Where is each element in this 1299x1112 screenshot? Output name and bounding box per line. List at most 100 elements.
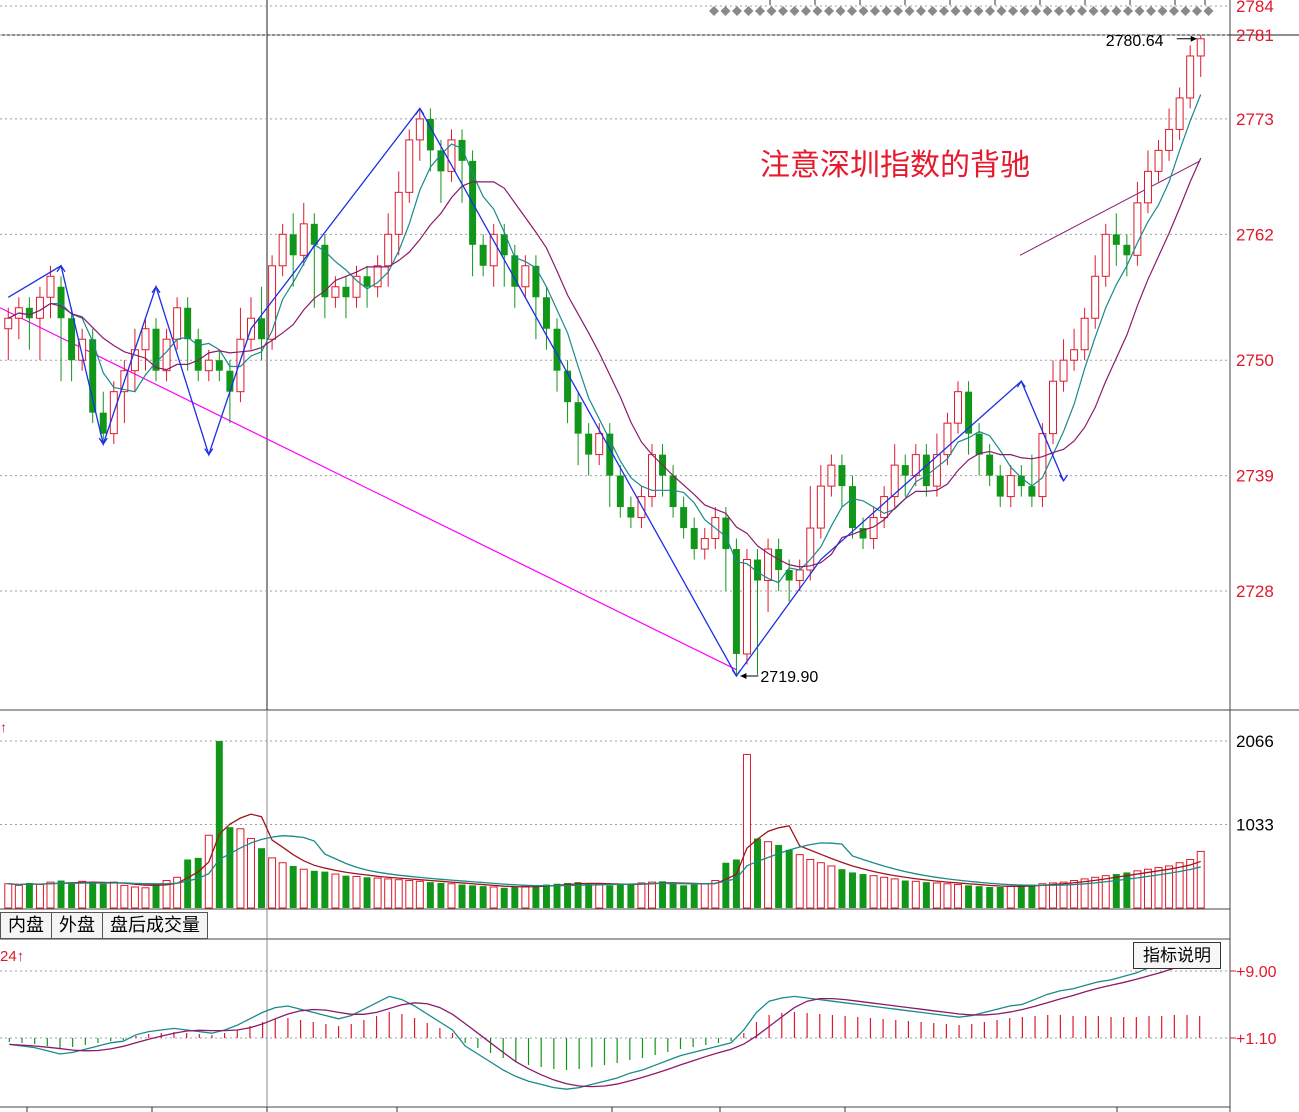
diamond-marker [1203, 6, 1214, 16]
candle-body-down [194, 339, 202, 371]
candle-body-up [352, 275, 361, 298]
candle-body-down [215, 360, 223, 371]
diamond-marker [904, 6, 915, 16]
stroke-zigzag-lines [7, 107, 1069, 678]
volume-tick-label: 2066 [1236, 732, 1274, 751]
volume-bar-up [943, 883, 952, 909]
right-price-axis: 2784 2781 2773 2762 2750 2739 2728 2780.64 2719.… [0, 0, 1277, 1048]
macd-tick-label: +1.10 [1236, 1031, 1277, 1048]
volume-bar-up [173, 876, 182, 909]
volume-bar-down [564, 882, 572, 908]
volume-bar-up [4, 883, 13, 909]
tab-outer-volume[interactable]: 外盘 [52, 912, 103, 939]
candle-body-down [99, 412, 107, 434]
pivot-arrow [415, 107, 425, 115]
volume-bar-up [816, 862, 825, 909]
volume-bar-up [405, 880, 414, 909]
candle-body-up [278, 233, 287, 267]
candle-body-up [1080, 317, 1089, 351]
volume-bar-up [268, 857, 277, 909]
diamond-marker [789, 6, 800, 16]
volume-bar-down [627, 883, 635, 908]
candle-body-down [184, 307, 192, 340]
volume-bar-down [99, 883, 107, 908]
macd-tick-label: +9.00 [1236, 964, 1277, 981]
candle-body-down [975, 433, 983, 455]
volume-ma-slow [8, 835, 1201, 887]
volume-bar-up [1143, 868, 1152, 909]
volume-bar-up [447, 883, 456, 909]
tab-inner-volume[interactable]: 内盘 [0, 912, 52, 939]
volume-bar-up [415, 880, 424, 909]
candle-body-up [268, 265, 277, 340]
candle-body-up [1175, 97, 1184, 130]
stroke-zigzag [7, 107, 1065, 678]
candle-body-up [1154, 149, 1163, 172]
volume-bar-up [1165, 865, 1174, 909]
volume-bar-down [500, 887, 508, 908]
volume-bar-down [975, 886, 983, 908]
candle-body-up [130, 349, 139, 372]
candle-body-up [1143, 170, 1152, 204]
volume-bar-down [838, 869, 846, 908]
chart-annotation: 注意深圳指数的背驰 [760, 148, 1030, 183]
volume-bar-down [511, 886, 519, 908]
candle-body-up [1196, 38, 1205, 57]
volume-bar-up [1133, 870, 1142, 909]
volume-bar-down [1028, 884, 1036, 908]
volume-bar-up [1049, 882, 1057, 909]
volume-bar-down [479, 886, 487, 908]
tab-after-hours-volume[interactable]: 盘后成交量 [103, 912, 208, 939]
candle-body-down [996, 475, 1004, 497]
candle-body-down [310, 223, 318, 245]
volume-bar-up [352, 875, 361, 909]
volume-bar-up [278, 862, 287, 909]
volume-bar-down [310, 870, 318, 908]
price-tick-label: 2773 [1236, 110, 1274, 129]
candle-body-up [880, 496, 889, 519]
diamond-marker [950, 6, 961, 16]
indicator-help-button[interactable]: 指标说明 [1133, 942, 1221, 969]
candle-body-down [342, 286, 350, 298]
volume-bar-down [215, 741, 223, 908]
pivot-arrow [731, 669, 741, 678]
volume-bar-down [669, 883, 677, 908]
volume-bar-down [785, 849, 793, 908]
candle-body-down [574, 402, 582, 434]
candle-body-up [521, 265, 530, 288]
candle-body-down [616, 475, 624, 508]
candle-body-up [943, 422, 952, 456]
volume-bar-up [711, 880, 720, 909]
diamond-marker [1146, 6, 1156, 16]
candle-body-up [795, 569, 804, 582]
candle-body-down [690, 528, 698, 550]
volume-bars [4, 741, 1205, 909]
volume-bar-up [911, 880, 920, 909]
candle-body-up [1006, 475, 1015, 498]
moving-average-lines [8, 94, 1202, 584]
candle-body-up [173, 307, 182, 340]
diamond-marker [996, 6, 1007, 16]
volume-bar-down [849, 872, 856, 908]
diamond-marker [778, 6, 788, 16]
volume-bar-down [25, 882, 33, 908]
volume-bar-down [458, 884, 466, 908]
diamond-marker [1100, 6, 1110, 16]
candle-body-down [627, 507, 635, 518]
volume-bar-up [204, 834, 213, 909]
volume-bar-down [321, 871, 329, 908]
price-tick-label: 2762 [1236, 225, 1274, 244]
candle-body-down [1028, 486, 1036, 497]
volume-bar-up [141, 887, 150, 909]
volume-bar-up [78, 880, 87, 909]
candle-body-up [890, 464, 899, 498]
diamond-marker [916, 6, 926, 16]
candle-body-up [816, 485, 825, 529]
diamond-marker [893, 6, 903, 16]
volume-bar-down [986, 886, 994, 908]
candle-body-up [331, 286, 340, 298]
candle-body-up [954, 391, 962, 424]
diamond-marker [1065, 6, 1076, 16]
candle-body-up [1038, 433, 1047, 498]
volume-bar-down [722, 862, 730, 908]
